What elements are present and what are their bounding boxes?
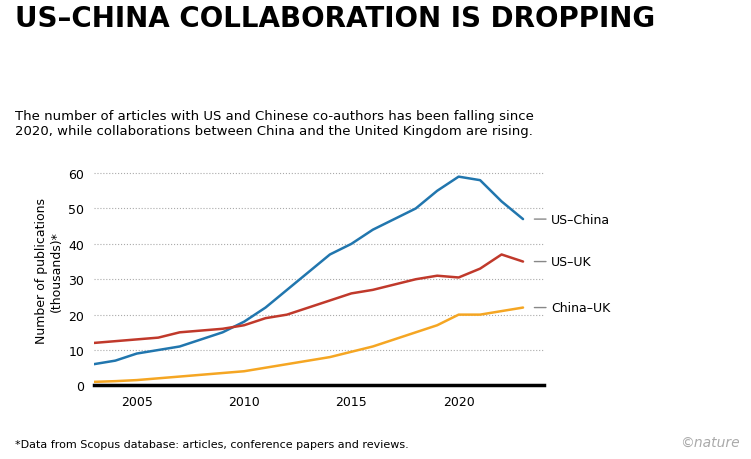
Text: US–China: US–China (551, 213, 610, 226)
Text: China–UK: China–UK (551, 302, 610, 314)
Text: ©nature: ©nature (680, 435, 740, 449)
Text: US–CHINA COLLABORATION IS DROPPING: US–CHINA COLLABORATION IS DROPPING (15, 5, 655, 33)
Y-axis label: Number of publications
(thousands)*: Number of publications (thousands)* (35, 198, 62, 344)
Text: US–UK: US–UK (551, 256, 592, 269)
Text: The number of articles with US and Chinese co-authors has been falling since
202: The number of articles with US and Chine… (15, 110, 534, 138)
Text: *Data from Scopus database: articles, conference papers and reviews.: *Data from Scopus database: articles, co… (15, 439, 409, 449)
